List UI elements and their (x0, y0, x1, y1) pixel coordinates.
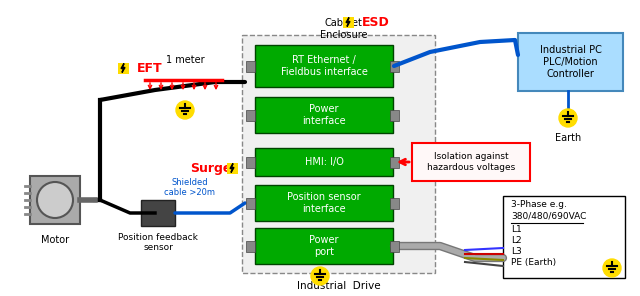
FancyBboxPatch shape (342, 17, 353, 28)
FancyBboxPatch shape (227, 163, 237, 173)
Circle shape (176, 101, 194, 119)
Circle shape (559, 109, 577, 127)
Text: Motor: Motor (41, 235, 69, 245)
FancyBboxPatch shape (30, 176, 80, 224)
Text: L3: L3 (511, 247, 522, 256)
Text: PE (Earth): PE (Earth) (511, 258, 556, 267)
Text: Industrial PC
PLC/Motion
Controller: Industrial PC PLC/Motion Controller (540, 45, 602, 79)
Polygon shape (346, 17, 350, 27)
Polygon shape (121, 64, 125, 73)
FancyBboxPatch shape (255, 45, 393, 87)
FancyBboxPatch shape (390, 241, 399, 252)
Polygon shape (230, 163, 234, 173)
Text: HMI: I/O: HMI: I/O (305, 157, 344, 167)
FancyBboxPatch shape (518, 33, 623, 91)
Text: Shielded
cable >20m: Shielded cable >20m (164, 178, 216, 197)
Text: ESD: ESD (362, 15, 390, 28)
Text: Isolation against
hazardous voltages: Isolation against hazardous voltages (427, 152, 515, 172)
FancyBboxPatch shape (390, 197, 399, 208)
Text: 3-Phase e.g.: 3-Phase e.g. (511, 200, 567, 209)
FancyBboxPatch shape (246, 60, 255, 72)
Text: L1: L1 (511, 225, 522, 234)
Text: Position feedback
sensor: Position feedback sensor (118, 233, 198, 252)
Text: Industrial  Drive: Industrial Drive (297, 281, 380, 291)
FancyBboxPatch shape (246, 157, 255, 168)
FancyBboxPatch shape (390, 60, 399, 72)
FancyBboxPatch shape (246, 241, 255, 252)
Circle shape (37, 182, 73, 218)
Text: Power
interface: Power interface (302, 104, 346, 126)
FancyBboxPatch shape (255, 148, 393, 176)
FancyBboxPatch shape (412, 143, 530, 181)
FancyBboxPatch shape (503, 196, 625, 278)
Circle shape (603, 259, 621, 277)
Text: L2: L2 (511, 236, 522, 245)
Text: 1 meter: 1 meter (166, 55, 204, 65)
FancyBboxPatch shape (255, 228, 393, 264)
FancyBboxPatch shape (255, 185, 393, 221)
Text: Power
port: Power port (309, 235, 339, 257)
Circle shape (311, 267, 329, 285)
FancyBboxPatch shape (390, 110, 399, 120)
FancyBboxPatch shape (118, 62, 129, 73)
FancyBboxPatch shape (246, 197, 255, 208)
FancyBboxPatch shape (242, 35, 435, 273)
Text: Cabinet
Enclosure: Cabinet Enclosure (320, 18, 367, 40)
Text: Earth: Earth (555, 133, 581, 143)
FancyBboxPatch shape (141, 200, 175, 226)
Text: RT Ethernet /
Fieldbus interface: RT Ethernet / Fieldbus interface (280, 55, 367, 77)
Text: EFT: EFT (137, 62, 163, 75)
Text: Surge: Surge (190, 162, 232, 175)
FancyBboxPatch shape (246, 110, 255, 120)
FancyBboxPatch shape (390, 157, 399, 168)
FancyBboxPatch shape (255, 97, 393, 133)
Text: 380/480/690VAC: 380/480/690VAC (511, 211, 586, 220)
Text: Position sensor
interface: Position sensor interface (287, 192, 361, 214)
